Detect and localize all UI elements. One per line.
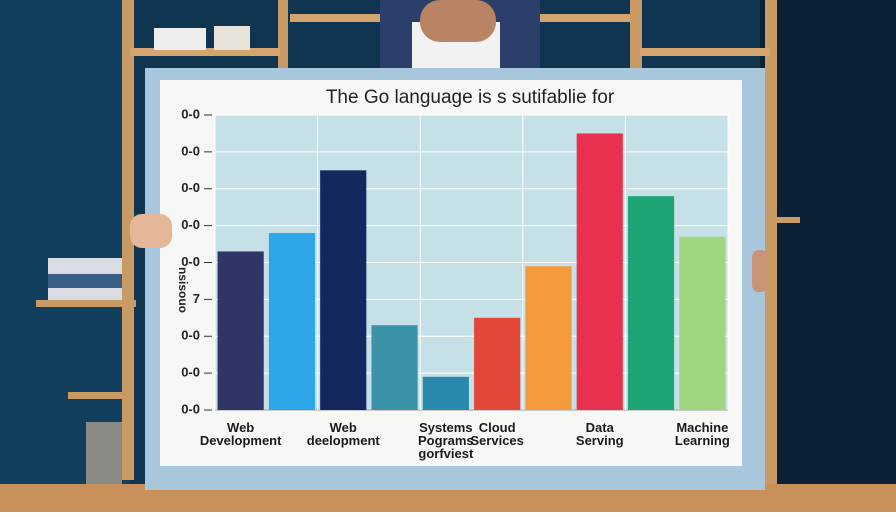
wall-right	[760, 0, 896, 512]
bar	[474, 317, 521, 410]
y-tick-label: 0-0	[181, 217, 200, 232]
x-tick-label: Web Development	[199, 420, 282, 448]
bar	[320, 170, 367, 410]
y-tick-label: 0-0	[181, 143, 200, 158]
books	[48, 274, 122, 288]
shelf-post	[278, 0, 288, 70]
chart-title: The Go language is s sutifablie for	[326, 87, 615, 108]
y-tick-label: 0-0	[181, 180, 200, 195]
y-tick-label: 0-0	[181, 106, 200, 121]
bar	[576, 133, 623, 410]
bar	[525, 266, 572, 410]
y-tick-label: 7	[193, 291, 200, 306]
shelf	[130, 48, 280, 56]
bar	[627, 196, 675, 410]
shelf-post	[122, 0, 134, 480]
x-tick-label: Data Serving	[575, 420, 624, 448]
face	[420, 0, 496, 42]
bar	[422, 376, 469, 410]
shelf-post	[765, 0, 777, 512]
bar	[371, 325, 418, 410]
x-tick-label: Systems Pograms gorfviest	[418, 420, 474, 461]
y-tick-label: 0-0	[181, 328, 200, 343]
y-tick-label: 0-0	[181, 401, 200, 416]
shelf	[68, 392, 134, 399]
x-tick-label: Cloud Services	[470, 420, 524, 448]
x-tick-label: Machine Learning	[674, 420, 730, 448]
pot	[214, 26, 250, 50]
vase	[86, 422, 122, 484]
hand	[752, 250, 768, 292]
y-axis-label: nsisouo	[176, 267, 190, 313]
pot	[154, 28, 206, 50]
bar	[268, 233, 316, 410]
y-tick-label: 0-0	[181, 254, 200, 269]
x-tick-label: Web deelopment	[306, 420, 380, 448]
bar	[217, 251, 264, 410]
shelf	[640, 48, 770, 56]
shelf	[36, 300, 136, 307]
hand	[130, 214, 172, 248]
shelf-post	[630, 0, 642, 70]
shelf	[760, 217, 800, 223]
y-tick-label: 0-0	[181, 365, 200, 380]
bar	[679, 236, 726, 410]
